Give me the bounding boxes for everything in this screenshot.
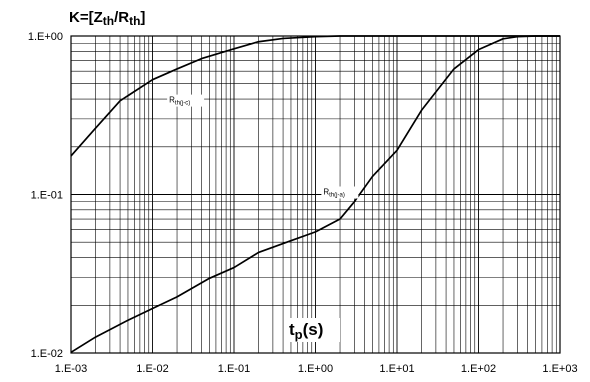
y-tick-label: 1.E-02 [31, 348, 63, 360]
y-tick-label: 1.E-01 [31, 190, 63, 202]
series-label-rth-j-c-: Rth(j-c) [167, 94, 205, 107]
x-tick-label: 1.E-02 [136, 363, 168, 375]
x-tick-label: 1.E-01 [218, 363, 250, 375]
chart-title: K=[Zth/Rth] [69, 9, 145, 28]
series-label-rth-j-a-: Rth(j-a) [321, 186, 359, 199]
x-tick-label: 1.E+03 [542, 363, 577, 375]
series-line-rth-j-a- [70, 35, 560, 354]
grid-lines [70, 35, 561, 354]
x-axis-label: tp(s) [286, 318, 340, 342]
annotations: K=[Zth/Rth] Rth(j-c) Rth(j-a) tp(s) [69, 9, 359, 342]
svg-text:tp(s): tp(s) [289, 320, 323, 342]
y-tick-label: 1.E+00 [28, 31, 63, 43]
svg-text:Rth(j-c): Rth(j-c) [169, 96, 190, 107]
svg-text:Rth(j-a): Rth(j-a) [323, 188, 344, 199]
plot-frame [70, 35, 561, 354]
tick-labels: 1.E-03 1.E-02 1.E-01 1.E+00 1.E+01 1.E+02 1.E+… [28, 31, 578, 375]
x-tick-label: 1.E-03 [55, 363, 87, 375]
x-tick-label: 1.E+00 [298, 363, 333, 375]
x-tick-label: 1.E+01 [379, 363, 414, 375]
plot-border [70, 35, 561, 354]
x-tick-label: 1.E+02 [461, 363, 496, 375]
